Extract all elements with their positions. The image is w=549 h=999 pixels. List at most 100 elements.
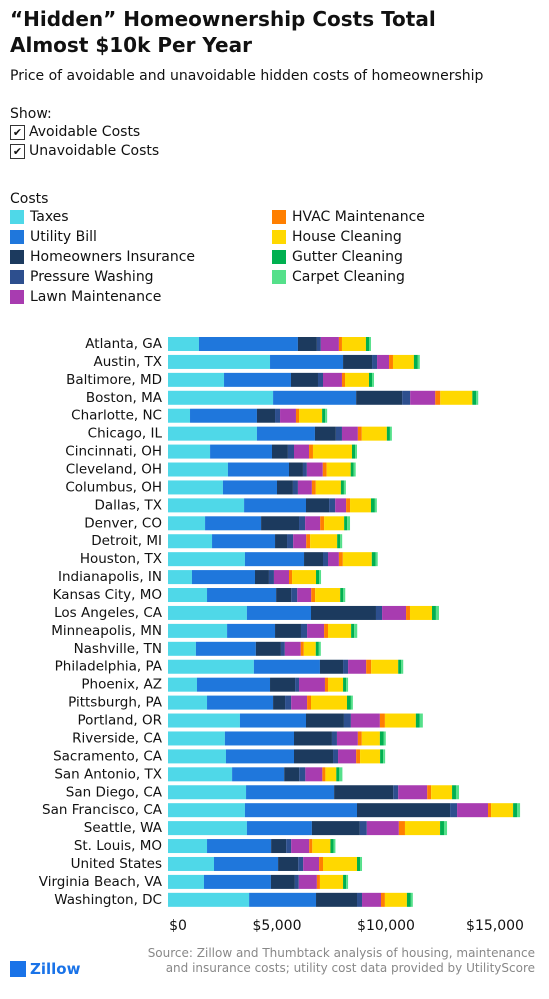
bar-segment [322, 552, 329, 567]
y-tick-label: Kansas City, MO [53, 587, 162, 603]
bar-segment [431, 605, 436, 620]
bar-segment [311, 821, 360, 836]
bar-segment [431, 785, 453, 800]
bar-segment [417, 354, 420, 369]
bar-segment [196, 677, 271, 692]
bar-segment [295, 408, 300, 423]
bar-segment [312, 839, 331, 854]
y-tick-label: Detroit, MI [91, 533, 162, 549]
bar-segment [401, 659, 404, 674]
bar-segment [413, 354, 418, 369]
legend-item: Pressure Washing [10, 269, 154, 285]
bar-segment [343, 874, 347, 889]
bar-segment [294, 731, 332, 746]
bar-segment [379, 713, 385, 728]
legend-item: Gutter Cleaning [272, 249, 403, 265]
bar-segment [513, 803, 518, 818]
bar-segment [342, 552, 372, 567]
bar-segment [319, 659, 344, 674]
logo-text: Zillow [30, 960, 81, 978]
bar-segment [380, 892, 385, 907]
legend-item: Utility Bill [10, 229, 97, 245]
bar-segment [224, 372, 291, 387]
bar-segment [350, 498, 371, 513]
chart-title: “Hidden” Homeownership Costs Total Almos… [10, 7, 436, 57]
bar-segment [359, 821, 367, 836]
bar-segment [315, 480, 341, 495]
bar-segment [377, 354, 390, 369]
bar-segment [168, 821, 247, 836]
legend-item: Lawn Maintenance [10, 289, 161, 305]
y-tick-label: San Diego, CA [66, 784, 163, 800]
bar-segment [168, 462, 228, 477]
bar-segment [227, 462, 289, 477]
bar-segment [207, 839, 272, 854]
bar-segment [328, 623, 352, 638]
bar-segment [312, 444, 352, 459]
y-tick-label: Baltimore, MD [66, 372, 162, 388]
bar-segment [440, 390, 473, 405]
y-tick-label: St. Louis, MO [74, 838, 162, 854]
bar-segment [338, 337, 342, 351]
legend-label: Pressure Washing [30, 269, 154, 285]
bar-segment [348, 659, 367, 674]
y-tick-label: Austin, TX [93, 354, 162, 370]
legend-swatch [272, 270, 286, 284]
bar-segment [435, 605, 439, 620]
bar-segment [277, 480, 293, 495]
bar-segment [284, 641, 301, 656]
bar-segment [168, 372, 225, 387]
bar-segment [316, 337, 321, 351]
bar-segment [443, 821, 448, 836]
checkbox-option[interactable]: ✔ Avoidable Costs [10, 124, 140, 140]
bar-segment [168, 588, 208, 603]
y-tick-label: Pittsburgh, PA [68, 695, 163, 711]
y-tick-label: Cleveland, OH [66, 462, 162, 478]
bar-segment [351, 444, 356, 459]
bar-segment [246, 785, 335, 800]
y-tick-label: Dallas, TX [94, 497, 162, 513]
checkbox[interactable]: ✔ [10, 143, 25, 159]
y-tick-label: Riverside, CA [72, 730, 163, 746]
bar-segment [393, 785, 399, 800]
bar-segment [195, 641, 256, 656]
bar-segment [294, 874, 299, 889]
bar-segment [368, 372, 373, 387]
logo: Zillow [10, 960, 80, 978]
bar-segment [389, 354, 393, 369]
bar-segment [168, 623, 228, 638]
legend-swatch [10, 290, 24, 304]
legend-item: House Cleaning [272, 229, 402, 245]
bar-segment [273, 570, 289, 585]
checkbox-option[interactable]: ✔ Unavoidable Costs [10, 143, 159, 159]
bar-segment [297, 480, 312, 495]
bar-segment [271, 839, 287, 854]
legend-swatch [272, 210, 286, 224]
bar-segment [239, 713, 306, 728]
bar-segment [249, 892, 317, 907]
bar-segment [168, 408, 191, 423]
y-tick-label: Denver, CO [84, 515, 162, 531]
bar-segment [280, 641, 285, 656]
bar-segment [427, 785, 432, 800]
checkbox-label: Unavoidable Costs [29, 143, 160, 159]
bar-segment [198, 337, 298, 351]
y-tick-label: Phoenix, AZ [81, 677, 162, 693]
bar-segment [285, 695, 292, 710]
y-tick-label: Seattle, WA [84, 820, 163, 836]
bar-segment [347, 516, 351, 531]
bar-segment [345, 372, 369, 387]
bar-segment [406, 605, 410, 620]
bar-segment [191, 570, 255, 585]
bar-segment [307, 695, 312, 710]
checkbox[interactable]: ✔ [10, 124, 25, 140]
bar-segment [344, 516, 348, 531]
bar-segment [275, 408, 281, 423]
bar-segment [299, 767, 306, 782]
bar-segment [319, 874, 344, 889]
bar-segment [227, 623, 276, 638]
bar-segment [341, 337, 366, 351]
bar-segment [336, 731, 358, 746]
bar-segment [322, 856, 358, 871]
bar-segment [168, 731, 225, 746]
